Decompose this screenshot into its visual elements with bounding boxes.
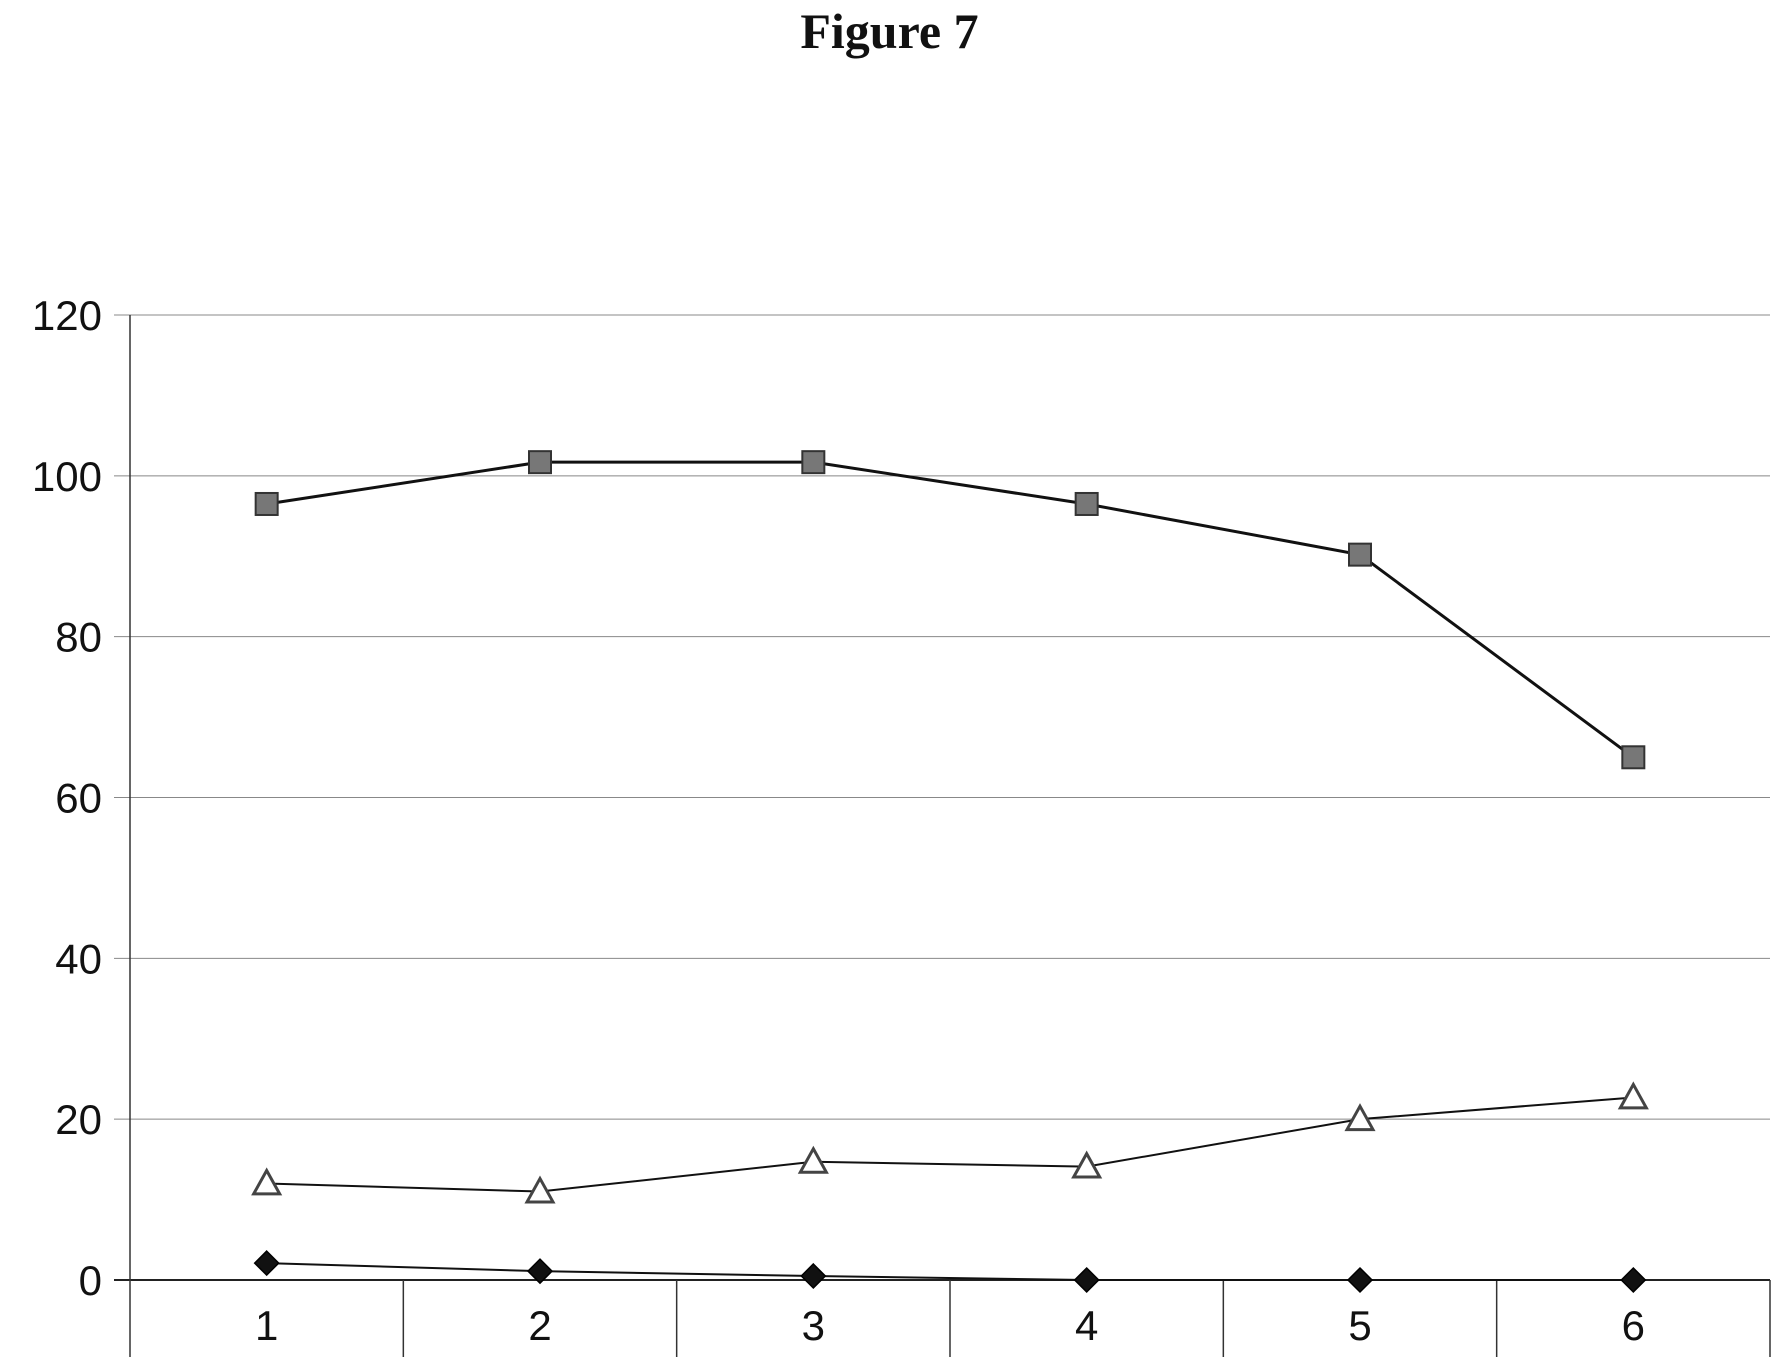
y-tick-label: 80 xyxy=(55,614,102,661)
y-tick-label: 60 xyxy=(55,775,102,822)
series-diamond xyxy=(253,1250,1647,1294)
gridlines xyxy=(114,314,1770,1281)
y-tick-label: 20 xyxy=(55,1096,102,1143)
axes xyxy=(129,315,1771,1357)
x-tick-label: 1 xyxy=(255,1302,278,1349)
data-point-triangle xyxy=(1071,1150,1103,1179)
y-tick-label: 100 xyxy=(32,453,102,500)
y-tick-label: 0 xyxy=(79,1257,102,1304)
x-tick-label: 2 xyxy=(528,1302,551,1349)
data-point-diamond xyxy=(800,1262,827,1290)
series-triangle xyxy=(251,1081,1649,1204)
data-point-square xyxy=(1348,542,1372,567)
data-point-triangle xyxy=(524,1175,556,1204)
figure-title: Figure 7 xyxy=(800,3,979,59)
x-tick-label: 3 xyxy=(802,1302,825,1349)
data-point-triangle xyxy=(1344,1103,1376,1132)
data-point-diamond xyxy=(1073,1266,1100,1294)
data-point-square xyxy=(801,450,826,475)
data-point-square xyxy=(1621,745,1646,770)
data-point-diamond xyxy=(1346,1266,1374,1294)
series-square xyxy=(254,450,1646,770)
data-point-triangle xyxy=(251,1167,283,1196)
series-group xyxy=(251,450,1649,1294)
x-tick-labels: 1 2 3 4 5 6 xyxy=(255,1302,1645,1349)
data-point-diamond xyxy=(526,1258,554,1285)
x-tick-label: 4 xyxy=(1075,1302,1098,1349)
data-point-diamond xyxy=(253,1250,280,1277)
data-point-triangle xyxy=(797,1145,829,1174)
series-line xyxy=(266,1096,1634,1193)
data-point-diamond xyxy=(1620,1266,1647,1294)
data-point-square xyxy=(254,491,279,516)
data-point-square xyxy=(1074,491,1099,516)
y-tick-label: 120 xyxy=(32,292,102,339)
y-tick-labels: 0 20 40 60 80 100 120 xyxy=(32,292,102,1304)
data-point-square xyxy=(528,450,552,475)
x-tick-label: 6 xyxy=(1622,1302,1645,1349)
series-line xyxy=(266,460,1635,759)
series-line xyxy=(266,1262,1634,1281)
x-tick-label: 5 xyxy=(1348,1302,1371,1349)
y-tick-label: 40 xyxy=(55,935,102,982)
data-point-triangle xyxy=(1617,1081,1649,1110)
